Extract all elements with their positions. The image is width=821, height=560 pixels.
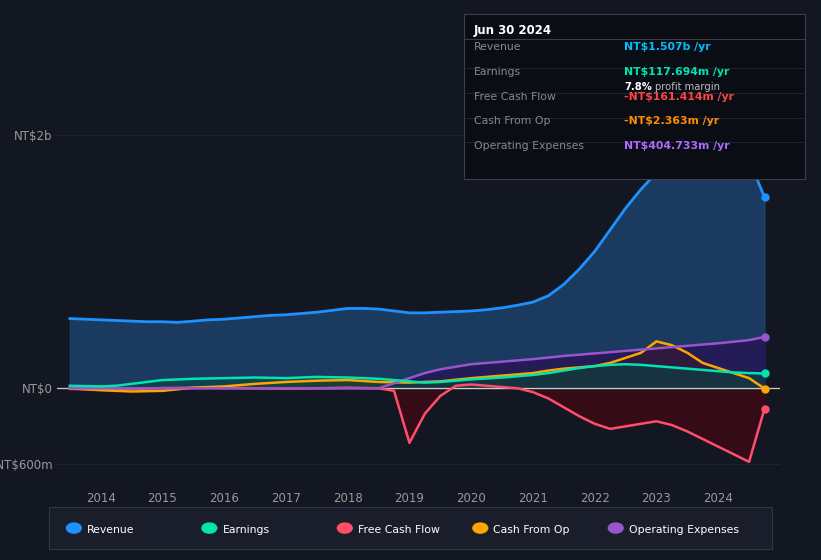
Text: Free Cash Flow: Free Cash Flow bbox=[474, 92, 556, 102]
Text: Earnings: Earnings bbox=[222, 525, 269, 535]
Text: 7.8%: 7.8% bbox=[624, 82, 652, 92]
Text: Cash From Op: Cash From Op bbox=[474, 116, 550, 127]
Text: NT$404.733m /yr: NT$404.733m /yr bbox=[624, 141, 730, 151]
Text: profit margin: profit margin bbox=[655, 82, 720, 92]
Text: Operating Expenses: Operating Expenses bbox=[474, 141, 584, 151]
Text: NT$117.694m /yr: NT$117.694m /yr bbox=[624, 67, 729, 77]
Text: Earnings: Earnings bbox=[474, 67, 521, 77]
Text: Revenue: Revenue bbox=[87, 525, 135, 535]
Text: -NT$2.363m /yr: -NT$2.363m /yr bbox=[624, 116, 719, 127]
Text: -NT$161.414m /yr: -NT$161.414m /yr bbox=[624, 92, 734, 102]
Text: Jun 30 2024: Jun 30 2024 bbox=[474, 24, 552, 36]
Text: NT$1.507b /yr: NT$1.507b /yr bbox=[624, 43, 711, 53]
Text: Free Cash Flow: Free Cash Flow bbox=[358, 525, 440, 535]
Text: Cash From Op: Cash From Op bbox=[493, 525, 570, 535]
Text: Operating Expenses: Operating Expenses bbox=[629, 525, 739, 535]
Text: Revenue: Revenue bbox=[474, 43, 521, 53]
